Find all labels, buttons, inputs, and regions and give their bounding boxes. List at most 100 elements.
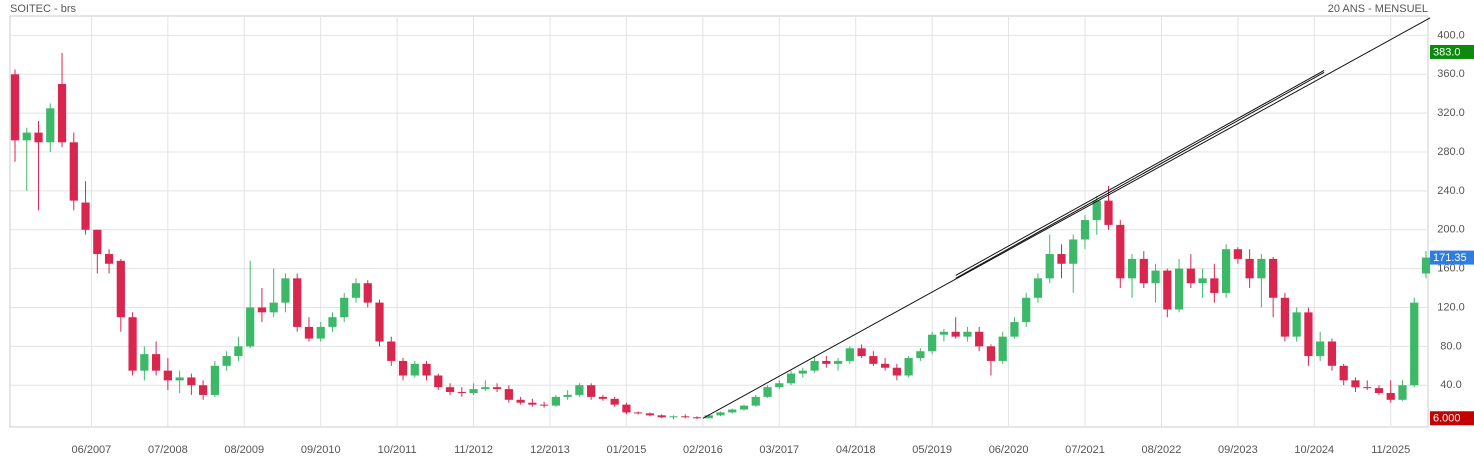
candle-body [293,278,302,327]
chart-subtitle: 20 ANS - MENSUEL [1328,3,1428,15]
candle-body [1245,258,1254,279]
candle-body [1116,224,1125,279]
chart-title: SOITEC - brs [10,3,77,15]
candle-body [187,377,196,386]
candle-body [410,363,419,376]
trend-line [955,69,1325,276]
candle-body [481,387,490,390]
x-tick-label: 01/2015 [607,444,647,456]
candle-body [634,412,643,414]
candle-body [163,370,172,381]
candle-body [763,387,772,397]
y-tick-label: 280.0 [1437,146,1465,158]
candle-body [904,358,913,376]
candle-body [833,360,843,364]
candle-body [222,356,231,366]
candle-body [387,341,396,361]
y-tick-label: 200.0 [1437,224,1465,236]
candle-body [798,370,807,374]
candle-body [81,202,90,230]
trend-line [702,17,1431,419]
candle-body [751,396,760,406]
candle-body [1198,278,1207,284]
candle-body [1080,220,1090,240]
candle-body [1398,385,1407,400]
x-tick-label: 02/2016 [683,444,723,456]
candle-body [10,74,20,141]
candle-body [1233,249,1242,259]
candle-body [681,416,690,418]
candle-body [869,356,878,364]
x-tick-label: 10/2011 [378,444,417,456]
x-tick-label: 06/2020 [989,444,1029,456]
candle-body [692,417,702,419]
candle-body [551,396,560,406]
candle-body [1151,270,1160,284]
candle-body [1339,365,1348,381]
candle-body [351,283,361,298]
candle-body [199,385,208,395]
candle-body [540,404,549,406]
candle-body [151,354,161,371]
candle-body [104,254,114,264]
candle-body [1127,258,1137,279]
candle-body [645,413,655,416]
candle-body [622,404,631,413]
candle-body [728,409,737,413]
candle-body [1104,200,1113,225]
candle-body [1033,278,1043,298]
y-tick-label: 80.0 [1440,340,1461,352]
x-tick-label: 07/2008 [148,444,188,456]
candle-body [1069,239,1078,264]
candle-body [257,307,267,313]
candle-body [1363,387,1372,389]
candle-body [1257,258,1266,279]
y-tick-label: 400.0 [1437,29,1465,41]
y-tick-label: 320.0 [1437,107,1465,119]
x-tick-label: 11/2025 [1371,444,1410,456]
candle-body [234,346,243,357]
x-tick-label: 09/2023 [1218,444,1258,456]
candle-body [1421,257,1431,274]
x-tick-label: 12/2013 [530,444,570,456]
x-tick-label: 04/2018 [836,444,876,456]
candle-body [516,399,525,403]
candle-body [810,360,819,371]
candle-body [704,415,713,419]
candle-body [786,373,796,384]
candle-body [210,365,220,395]
candle-body [140,354,149,371]
candle-body [775,383,784,388]
candle-body [892,367,901,376]
candle-body [975,331,984,347]
x-tick-label: 08/2022 [1142,444,1182,456]
candle-body [881,363,890,368]
candle-body [1163,270,1172,310]
candle-body [1210,278,1219,293]
candle-body [1374,388,1384,393]
candle-body [1139,258,1148,284]
y-tick-label: 40.0 [1440,379,1461,391]
candle-body [116,260,125,318]
candle-body [598,396,608,399]
trend-line [955,71,1325,279]
x-tick-label: 08/2009 [224,444,264,456]
candle-body [1304,312,1313,357]
candle-body [657,415,666,418]
candle-body [845,348,854,361]
candle-body [1386,392,1395,400]
candle-body [93,229,102,255]
candle-body [1410,302,1419,386]
candle-body [422,363,431,376]
price-badge [1430,44,1474,59]
candle-body [1057,254,1066,264]
candle-body [128,317,137,371]
candle-body [587,385,596,397]
candle-body [34,132,43,143]
candle-body [610,398,619,405]
candle-body [246,307,255,347]
candle-body [504,389,513,400]
candle-body [916,351,925,359]
candle-body [398,360,408,376]
